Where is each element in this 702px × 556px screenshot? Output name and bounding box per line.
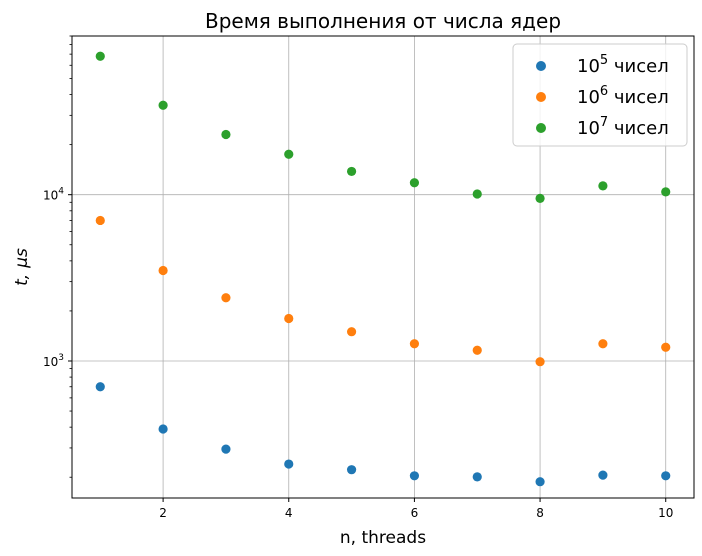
series-2-point xyxy=(221,293,231,303)
series-1-point xyxy=(598,470,608,480)
series-2-point xyxy=(661,342,671,352)
y-tick-label: 103 xyxy=(43,353,64,369)
series-1-point xyxy=(472,472,482,482)
series-1-point xyxy=(158,424,168,434)
x-tick-label: 8 xyxy=(536,506,544,520)
series-3-point xyxy=(535,193,545,203)
legend-box xyxy=(512,43,688,147)
y-axis-label-unit: μs xyxy=(12,248,32,269)
legend-marker xyxy=(536,123,546,133)
series-3-point xyxy=(95,51,105,61)
series-1-point xyxy=(346,465,357,475)
x-tick-label: 6 xyxy=(411,506,419,520)
series-2-point xyxy=(158,265,168,276)
series-2-point xyxy=(346,327,357,337)
series-3-point xyxy=(158,100,168,110)
x-axis-label: n, threads xyxy=(340,528,426,548)
series-3-point xyxy=(221,129,231,140)
legend: 105 чисел 106 чисел 107 чисел xyxy=(512,43,688,147)
legend-label: 107 чисел xyxy=(577,115,669,139)
series-2-point xyxy=(95,215,105,226)
y-axis-label-italic: t, xyxy=(12,274,32,286)
y-tick-label: 104 xyxy=(43,187,64,203)
series-3-point xyxy=(661,187,671,197)
series-3-point xyxy=(598,181,608,191)
x-axis-ticks: 2 4 6 8 10 xyxy=(159,498,673,520)
y-axis-ticks: 103 104 xyxy=(43,187,72,369)
x-tick-label: 4 xyxy=(285,506,293,520)
plot-frame xyxy=(71,35,695,499)
series-1-point xyxy=(409,471,420,481)
series-2-point xyxy=(409,339,420,349)
series-3-point xyxy=(284,149,294,159)
legend-marker xyxy=(536,92,546,102)
series-3-point xyxy=(472,189,482,199)
series-1-point xyxy=(284,459,294,469)
series-2-point xyxy=(472,345,482,355)
series-1-point xyxy=(661,471,671,481)
series-2-point xyxy=(535,357,545,367)
series-1-point xyxy=(535,477,545,487)
x-tick-label: 2 xyxy=(159,506,167,520)
series-1-point xyxy=(221,444,231,454)
series-2-point xyxy=(284,313,294,324)
series-2-point xyxy=(598,339,608,349)
series-3-point xyxy=(346,166,357,177)
data-points xyxy=(95,51,671,487)
legend-label: 106 чисел xyxy=(577,84,669,108)
chart-title: Время выполнения от числа ядер xyxy=(205,9,561,33)
series-1-point xyxy=(95,382,105,392)
legend-marker xyxy=(536,61,546,71)
legend-label: 105 чисел xyxy=(577,53,669,77)
series-3-point xyxy=(409,178,420,188)
y-axis-label: t, μs xyxy=(12,248,32,286)
x-tick-label: 10 xyxy=(658,506,673,520)
